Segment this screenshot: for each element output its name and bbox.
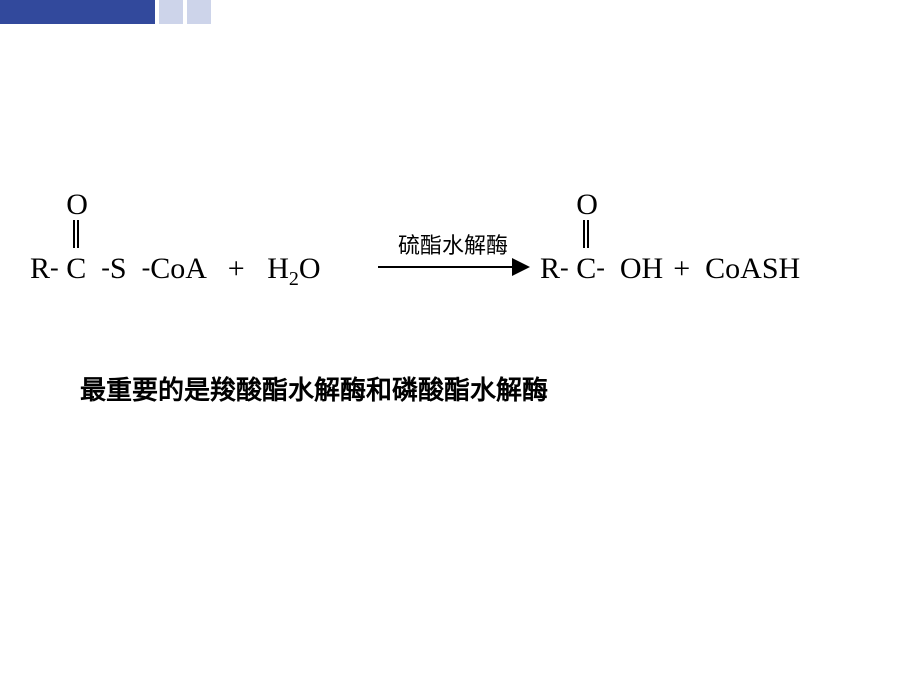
product-formula: R- O C - OH + CoASH bbox=[540, 252, 800, 286]
main-caption: 最重要的是羧酸酯水解酶和磷酸酯水解酶 bbox=[80, 370, 548, 407]
product-carbonyl: O C bbox=[576, 254, 596, 284]
double-bond-icon bbox=[576, 220, 596, 254]
reaction-arrow-group: 硫酯水解酶 bbox=[378, 228, 528, 268]
product-OH: OH bbox=[620, 252, 663, 285]
slide: R- O C -S -CoA + H2O 硫酯水解酶 R- O C - OH +… bbox=[0, 0, 920, 690]
reactant-carbonyl: O C bbox=[66, 254, 86, 284]
slide-decoration bbox=[0, 0, 211, 24]
reactant-water-O: O bbox=[299, 252, 321, 285]
deco-block-light bbox=[159, 0, 183, 24]
arrow-label: 硫酯水解酶 bbox=[378, 228, 528, 260]
product-R: R bbox=[540, 252, 560, 285]
product-CoASH: CoASH bbox=[705, 252, 800, 285]
product-carbonyl-O: O bbox=[576, 190, 596, 220]
reactant-formula: R- O C -S -CoA + H2O bbox=[30, 252, 321, 291]
reactant-R: R bbox=[30, 252, 50, 285]
reactant-carbonyl-O: O bbox=[66, 190, 86, 220]
reactant-sub2: 2 bbox=[289, 268, 299, 290]
reactant-carbonyl-C: C bbox=[66, 252, 86, 285]
plus-sign: + bbox=[228, 252, 245, 285]
deco-block-dark bbox=[0, 0, 155, 24]
double-bond-icon bbox=[66, 220, 86, 254]
reactant-H: H bbox=[267, 252, 289, 285]
deco-block-light2 bbox=[187, 0, 211, 24]
arrow-icon bbox=[378, 266, 528, 268]
arrowhead-icon bbox=[512, 258, 530, 276]
plus-sign: + bbox=[673, 252, 690, 285]
reactant-CoA: CoA bbox=[150, 252, 205, 285]
reactant-S: S bbox=[110, 252, 127, 285]
product-carbonyl-C: C bbox=[576, 252, 596, 285]
